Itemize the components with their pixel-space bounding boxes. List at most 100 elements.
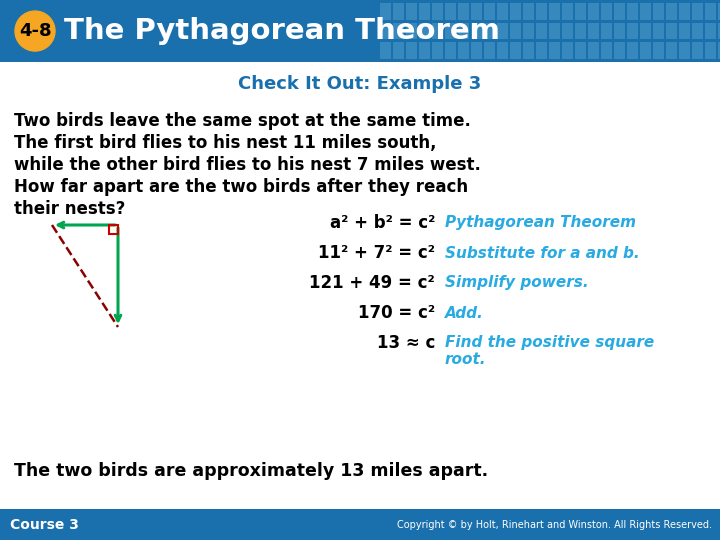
Text: The two birds are approximately 13 miles apart.: The two birds are approximately 13 miles…	[14, 462, 488, 480]
Bar	[471, 43, 482, 59]
Text: a² + b² = c²: a² + b² = c²	[330, 214, 435, 232]
Text: Add.: Add.	[445, 306, 484, 321]
Bar	[510, 3, 521, 19]
Bar	[419, 23, 430, 39]
Bar	[601, 3, 612, 19]
Bar	[523, 3, 534, 19]
Bar	[588, 23, 599, 39]
Bar	[588, 43, 599, 59]
Bar	[562, 3, 573, 19]
Text: Two birds leave the same spot at the same time.: Two birds leave the same spot at the sam…	[14, 112, 471, 130]
Bar	[601, 43, 612, 59]
Bar	[406, 43, 417, 59]
Bar	[614, 3, 625, 19]
Text: 170 = c²: 170 = c²	[358, 304, 435, 322]
Bar	[380, 23, 391, 39]
Text: Pythagorean Theorem: Pythagorean Theorem	[445, 215, 636, 231]
Bar	[432, 23, 443, 39]
Bar	[523, 23, 534, 39]
Bar	[109, 225, 118, 234]
Bar	[653, 43, 664, 59]
Text: The Pythagorean Theorem: The Pythagorean Theorem	[64, 17, 500, 45]
Bar	[536, 43, 547, 59]
Bar	[718, 23, 720, 39]
Bar	[471, 23, 482, 39]
Bar	[484, 23, 495, 39]
Bar	[497, 43, 508, 59]
Bar	[627, 23, 638, 39]
Bar	[692, 3, 703, 19]
Bar	[536, 3, 547, 19]
Bar	[614, 43, 625, 59]
Bar	[536, 23, 547, 39]
Bar	[497, 3, 508, 19]
Bar	[640, 3, 651, 19]
Bar	[510, 23, 521, 39]
Bar	[627, 43, 638, 59]
Bar	[627, 3, 638, 19]
Bar	[419, 43, 430, 59]
Bar	[692, 43, 703, 59]
Bar	[705, 3, 716, 19]
Text: Copyright © by Holt, Rinehart and Winston. All Rights Reserved.: Copyright © by Holt, Rinehart and Winsto…	[397, 519, 712, 530]
Bar	[718, 3, 720, 19]
Bar	[380, 43, 391, 59]
Bar	[640, 43, 651, 59]
Bar	[419, 3, 430, 19]
Text: 11² + 7² = c²: 11² + 7² = c²	[318, 244, 435, 262]
Text: root.: root.	[445, 353, 487, 368]
Bar	[445, 23, 456, 39]
Bar	[679, 43, 690, 59]
Text: their nests?: their nests?	[14, 200, 125, 218]
Bar	[393, 43, 404, 59]
Bar	[510, 43, 521, 59]
Bar	[458, 43, 469, 59]
Bar	[458, 3, 469, 19]
Bar	[705, 23, 716, 39]
Bar	[549, 3, 560, 19]
Bar	[445, 43, 456, 59]
Bar	[705, 43, 716, 59]
Bar	[614, 23, 625, 39]
Bar	[562, 43, 573, 59]
Text: while the other bird flies to his nest 7 miles west.: while the other bird flies to his nest 7…	[14, 156, 481, 174]
Text: 4-8: 4-8	[19, 22, 51, 40]
Bar	[523, 43, 534, 59]
Bar	[0, 0, 720, 62]
Text: Find the positive square: Find the positive square	[445, 335, 654, 350]
Bar	[718, 43, 720, 59]
Bar	[653, 23, 664, 39]
Text: How far apart are the two birds after they reach: How far apart are the two birds after th…	[14, 178, 468, 196]
Bar	[471, 3, 482, 19]
Bar	[549, 43, 560, 59]
Bar	[575, 23, 586, 39]
Text: 121 + 49 = c²: 121 + 49 = c²	[310, 274, 435, 292]
Bar	[393, 23, 404, 39]
Bar	[679, 3, 690, 19]
Bar	[601, 23, 612, 39]
Bar	[575, 43, 586, 59]
Bar	[484, 43, 495, 59]
Bar	[692, 23, 703, 39]
Bar	[393, 3, 404, 19]
Bar	[380, 3, 391, 19]
Bar	[562, 23, 573, 39]
Circle shape	[15, 11, 55, 51]
Bar	[575, 3, 586, 19]
Text: Simplify powers.: Simplify powers.	[445, 275, 589, 291]
Bar	[432, 43, 443, 59]
Bar	[666, 43, 677, 59]
Bar	[679, 23, 690, 39]
Bar	[588, 3, 599, 19]
Text: 13 ≈ c: 13 ≈ c	[377, 334, 435, 352]
Bar	[0, 509, 720, 540]
Bar	[406, 3, 417, 19]
Bar	[653, 3, 664, 19]
Bar	[549, 23, 560, 39]
Bar	[432, 3, 443, 19]
Bar	[666, 23, 677, 39]
Bar	[640, 23, 651, 39]
Bar	[484, 3, 495, 19]
Text: The first bird flies to his nest 11 miles south,: The first bird flies to his nest 11 mile…	[14, 134, 436, 152]
Bar	[406, 23, 417, 39]
